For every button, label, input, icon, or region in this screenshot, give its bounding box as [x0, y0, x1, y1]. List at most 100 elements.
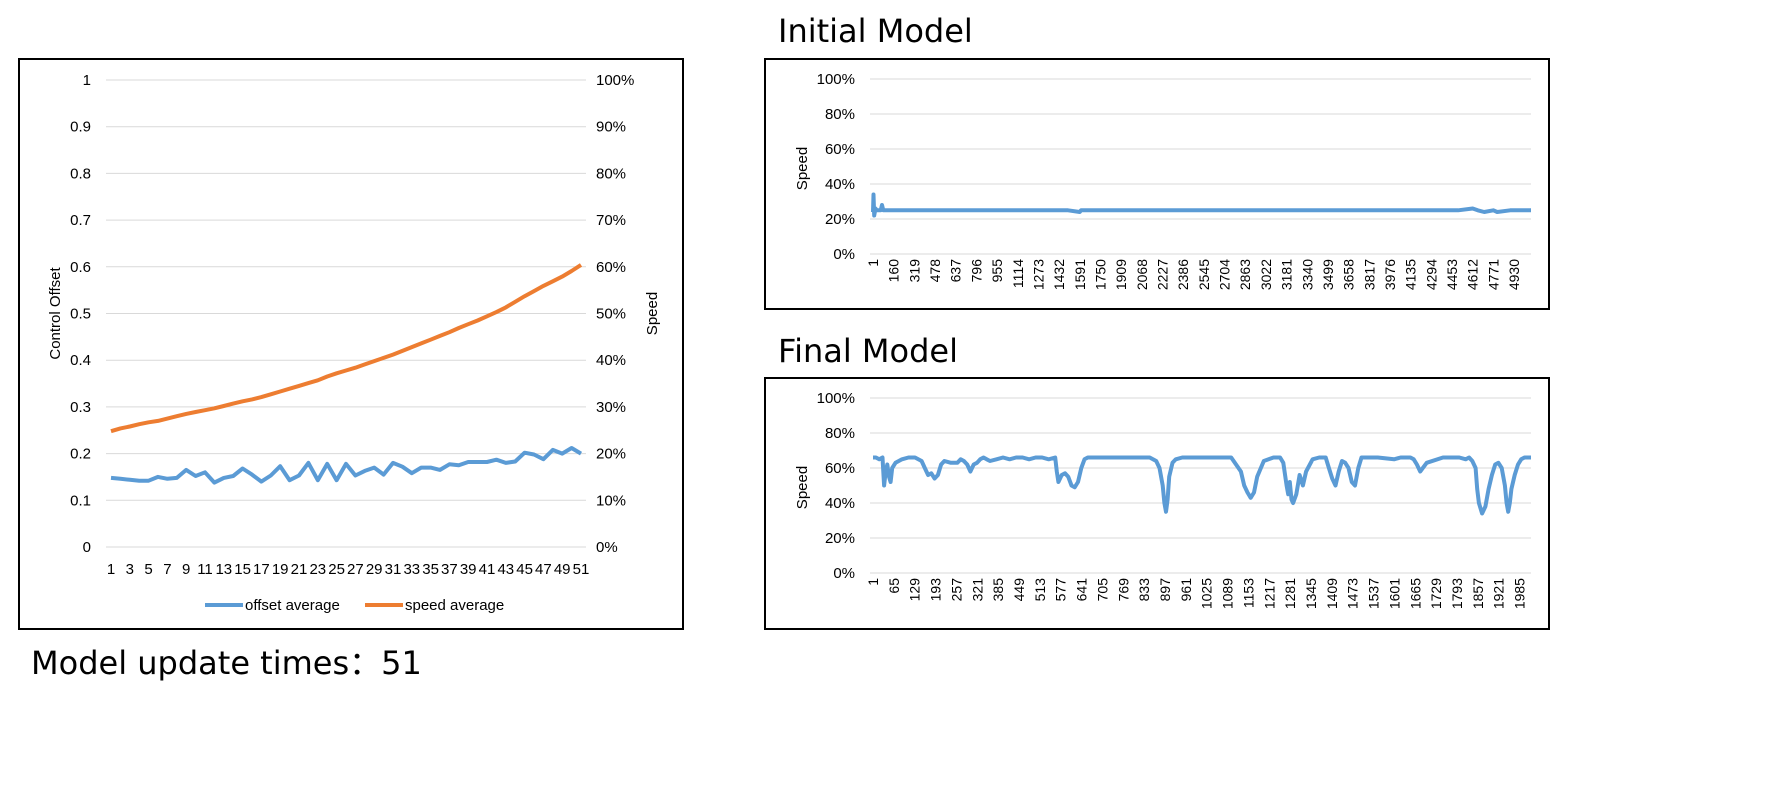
y-tick-label: 0.7 [70, 212, 91, 229]
x-tick-label: 51 [573, 561, 590, 578]
x-tick-label: 1 [865, 259, 881, 267]
x-tick-label: 385 [990, 578, 1006, 602]
final-model-chart-frame: 0% 20% 40% 60% 80% 100% Speed 1 65 129 193 257 321 38… [764, 377, 1550, 630]
x-tick-label: 3181 [1279, 259, 1295, 290]
y-tick-label: 0.1 [70, 492, 91, 509]
x-tick-label: 3817 [1361, 259, 1377, 290]
y2-tick-label: 30% [596, 399, 626, 416]
y-tick-label: 0.8 [70, 165, 91, 182]
x-tick-label: 2068 [1134, 259, 1150, 290]
model-update-caption: Model update times：51 [31, 638, 422, 684]
x-tick-label: 1985 [1512, 578, 1528, 609]
x-tick-label: 1793 [1449, 578, 1465, 609]
x-tick-label: 1665 [1407, 578, 1423, 609]
legend-label: offset average [245, 597, 340, 614]
y-tick-label: 0.6 [70, 259, 91, 276]
x-tick-label: 35 [422, 561, 439, 578]
x-tick-label: 11 [197, 561, 213, 578]
y2-tick-label: 10% [596, 492, 626, 509]
x-tick-label: 1409 [1324, 578, 1340, 609]
x-tick-label: 23 [309, 561, 326, 578]
progress-chart-frame: 0 0.1 0.2 0.3 0.4 0.5 0.6 0.7 0.8 0.9 1 0% 10% 20% 30%… [18, 58, 684, 630]
x-tick-label: 513 [1032, 578, 1048, 602]
x-tick-label: 1432 [1051, 259, 1067, 290]
x-tick-label: 321 [969, 578, 985, 602]
x-tick-label: 1114 [1010, 259, 1026, 288]
x-tick-label: 1591 [1072, 259, 1088, 290]
x-tick-label: 193 [928, 578, 944, 602]
y-tick-label: 40% [825, 176, 855, 193]
x-tick-label: 1089 [1220, 578, 1236, 609]
x-tick-label: 319 [906, 259, 922, 283]
x-tick-label: 43 [497, 561, 514, 578]
x-tick-label: 1345 [1303, 578, 1319, 609]
initial-model-chart: 0%20%40%60%80%100%Speed1 160 319 478 637 796 9… [766, 60, 1548, 308]
y-tick-label: 100% [817, 71, 855, 88]
y-tick-label: 80% [825, 425, 855, 442]
y-tick-label: 0.9 [70, 119, 91, 136]
x-tick-label: 41 [479, 561, 496, 578]
x-tick-label: 1 [107, 561, 115, 578]
x-tick-label: 637 [948, 259, 964, 283]
y2-tick-label: 60% [596, 259, 626, 276]
y2-tick-label: 40% [596, 352, 626, 369]
y-tick-label: 60% [825, 141, 855, 158]
x-tick-label: 31 [385, 561, 402, 578]
y2-tick-label: 90% [596, 119, 626, 136]
speed-series-line [873, 195, 1531, 216]
x-tick-label: 45 [516, 561, 533, 578]
initial-model-chart-frame: 0% 20% 40% 60% 80% 100% Speed 1 160 319 478 637 796 9… [764, 58, 1550, 310]
x-tick-label: 2545 [1196, 259, 1212, 290]
y-tick-label: 80% [825, 106, 855, 123]
x-tick-label: 796 [968, 259, 984, 283]
x-tick-label: 47 [535, 561, 552, 578]
y-tick-label: 1 [83, 72, 91, 89]
x-tick-label: 2227 [1155, 259, 1171, 290]
x-tick-label: 2386 [1175, 259, 1191, 290]
x-tick-label: 577 [1053, 578, 1069, 602]
y-tick-label: 0 [83, 539, 91, 556]
x-tick-label: 1909 [1113, 259, 1129, 290]
x-tick-label: 4771 [1485, 259, 1501, 290]
y2-axis-label: Speed [644, 292, 661, 335]
x-tick-label: 833 [1136, 578, 1152, 602]
x-tick-label: 1 [865, 578, 881, 586]
x-tick-label: 3976 [1382, 259, 1398, 290]
y-tick-label: 0.5 [70, 306, 91, 323]
x-tick-label: 37 [441, 561, 458, 578]
x-tick-label: 1217 [1261, 578, 1277, 609]
x-tick-label: 3022 [1258, 259, 1274, 290]
y-tick-label: 0.2 [70, 446, 91, 463]
x-tick-label: 3 [126, 561, 134, 578]
y-tick-label: 20% [825, 211, 855, 228]
x-tick-label: 4453 [1444, 259, 1460, 290]
x-tick-label: 4135 [1403, 259, 1419, 290]
x-tick-label: 39 [460, 561, 477, 578]
final-model-title: Final Model [778, 332, 958, 370]
x-tick-label: 4612 [1465, 259, 1481, 290]
x-tick-label: 1281 [1282, 578, 1298, 609]
x-tick-label: 1729 [1428, 578, 1444, 609]
x-tick-label: 4294 [1423, 259, 1439, 290]
y-tick-label: 20% [825, 530, 855, 547]
x-tick-label: 1601 [1386, 578, 1402, 609]
x-tick-label: 25 [328, 561, 345, 578]
x-tick-label: 769 [1115, 578, 1131, 602]
x-tick-label: 897 [1157, 578, 1173, 602]
x-tick-label: 2704 [1217, 259, 1233, 290]
x-tick-label: 3499 [1320, 259, 1336, 290]
y2-tick-label: 70% [596, 212, 626, 229]
y2-tick-label: 100% [596, 72, 634, 89]
x-tick-label: 955 [989, 259, 1005, 283]
y-tick-label: 40% [825, 495, 855, 512]
x-tick-label: 1750 [1092, 259, 1108, 290]
y2-tick-label: 0% [596, 539, 618, 556]
x-tick-label: 3658 [1341, 259, 1357, 290]
x-tick-label: 641 [1074, 578, 1090, 602]
x-tick-label: 19 [272, 561, 289, 578]
x-tick-label: 5 [144, 561, 152, 578]
x-tick-label: 1537 [1366, 578, 1382, 609]
x-tick-label: 15 [234, 561, 251, 578]
x-tick-label: 961 [1178, 578, 1194, 602]
x-tick-label: 27 [347, 561, 364, 578]
